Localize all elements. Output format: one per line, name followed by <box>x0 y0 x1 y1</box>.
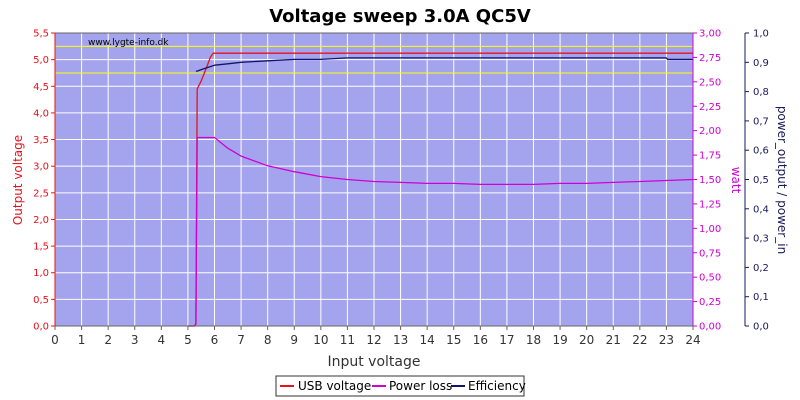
y-tick-right-watt-label: 2,25 <box>699 102 721 113</box>
y-tick-right-watt-label: 3,00 <box>699 29 721 40</box>
x-axis: 0 1 2 3 4 5 6 7 8 9 10 11 12 13 14 15 16 17 18 19 20 21 22 23 24 <box>51 325 701 347</box>
y-tick-right-watt-label: 0,25 <box>699 297 721 308</box>
y-tick-right-watt-label: 0,50 <box>699 273 721 284</box>
x-axis-label: Input voltage <box>327 354 420 370</box>
x-tick-label: 2 <box>104 333 112 347</box>
y-tick-left-label: 4,0 <box>33 108 49 119</box>
x-tick-label: 12 <box>366 333 381 347</box>
x-tick-label: 4 <box>158 333 166 347</box>
y-tick-right-efficiency-label: 0,4 <box>753 204 769 215</box>
y-tick-right-watt-label: 0,75 <box>699 248 721 259</box>
y-tick-left-label: 2,5 <box>33 188 49 199</box>
y-tick-right-efficiency-label: 0,2 <box>753 263 769 274</box>
y-axis-right-efficiency: 0,0 0,1 0,2 0,3 0,4 0,5 0,6 0,7 0,8 0,9 1,0 <box>744 29 769 333</box>
x-tick-label: 15 <box>446 333 461 347</box>
x-tick-label: 22 <box>632 333 647 347</box>
y-tick-left-label: 4,5 <box>33 82 49 93</box>
x-tick-label: 11 <box>340 333 355 347</box>
y-axis-right-watt-label: watt <box>729 167 743 194</box>
watermark-text: www.lygte-info.dk <box>88 38 169 48</box>
x-tick-label: 9 <box>290 333 298 347</box>
legend-label-power-loss: Power loss <box>389 379 452 393</box>
y-tick-right-efficiency-label: 0,0 <box>753 322 769 333</box>
y-tick-right-watt-label: 1,25 <box>699 199 721 210</box>
x-tick-label: 14 <box>420 333 435 347</box>
legend-label-efficiency: Efficiency <box>468 379 526 393</box>
series-power-loss-line <box>187 136 694 327</box>
x-tick-label: 21 <box>606 333 621 347</box>
y-tick-left-label: 1,0 <box>33 268 49 279</box>
y-tick-right-watt-label: 0,00 <box>699 322 721 333</box>
x-tick-label: 0 <box>51 333 59 347</box>
y-tick-left-label: 5,0 <box>33 55 49 66</box>
series-efficiency-line <box>195 57 693 72</box>
x-tick-label: 24 <box>685 333 700 347</box>
x-tick-label: 1 <box>78 333 86 347</box>
x-tick-label: 6 <box>211 333 219 347</box>
x-tick-label: 17 <box>499 333 514 347</box>
series-layer <box>187 52 694 327</box>
x-tick-label: 18 <box>526 333 541 347</box>
y-tick-left-label: 2,0 <box>33 215 49 226</box>
x-tick-label: 13 <box>393 333 408 347</box>
y-tick-right-watt-label: 1,75 <box>699 151 721 162</box>
y-tick-right-efficiency-label: 0,9 <box>753 58 769 69</box>
y-tick-left-label: 1,5 <box>33 242 49 253</box>
x-tick-label: 8 <box>264 333 272 347</box>
y-tick-left-label: 0,5 <box>33 295 49 306</box>
y-axis-right-watt: 0,00 0,25 0,50 0,75 1,00 1,25 1,50 1,75 2,00 2,25… <box>692 29 721 333</box>
y-tick-left-label: 3,5 <box>33 135 49 146</box>
y-tick-right-efficiency-label: 0,1 <box>753 292 769 303</box>
y-axis-left-label: Output voltage <box>11 135 25 225</box>
y-tick-right-efficiency-label: 1,0 <box>753 29 769 40</box>
y-tick-right-watt-label: 1,00 <box>699 224 721 235</box>
x-tick-label: 20 <box>579 333 594 347</box>
y-tick-right-efficiency-label: 0,5 <box>753 175 769 186</box>
y-tick-right-efficiency-label: 0,8 <box>753 87 769 98</box>
x-tick-label: 5 <box>184 333 192 347</box>
x-tick-label: 19 <box>552 333 567 347</box>
y-tick-right-watt-label: 2,00 <box>699 126 721 137</box>
x-tick-label: 10 <box>313 333 328 347</box>
x-tick-label: 23 <box>659 333 674 347</box>
legend-label-usb-voltage: USB voltage <box>298 379 371 393</box>
y-tick-right-efficiency-label: 0,6 <box>753 146 769 157</box>
chart-title: Voltage sweep 3.0A QC5V <box>269 6 531 27</box>
y-tick-right-watt-label: 2,50 <box>699 77 721 88</box>
y-tick-right-efficiency-label: 0,3 <box>753 234 769 245</box>
x-tick-label: 3 <box>131 333 139 347</box>
x-tick-label: 7 <box>237 333 245 347</box>
y-tick-right-watt-label: 2,75 <box>699 53 721 64</box>
legend: USB voltage Power loss Efficiency <box>275 375 526 397</box>
y-axis-right-efficiency-label: power_output / power_in <box>775 106 789 254</box>
x-tick-label: 16 <box>473 333 488 347</box>
y-tick-right-watt-label: 1,50 <box>699 175 721 186</box>
y-tick-left-label: 3,0 <box>33 162 49 173</box>
y-axis-left: 0,0 0,5 1,0 1,5 2,0 2,5 3,0 3,5 4,0 4,5 5,0 5,5 <box>33 29 56 333</box>
legend-box <box>275 375 525 397</box>
y-tick-left-label: 0,0 <box>33 322 49 333</box>
reference-lines <box>55 45 693 74</box>
y-tick-left-label: 5,5 <box>33 29 49 40</box>
y-tick-right-efficiency-label: 0,7 <box>753 116 769 127</box>
